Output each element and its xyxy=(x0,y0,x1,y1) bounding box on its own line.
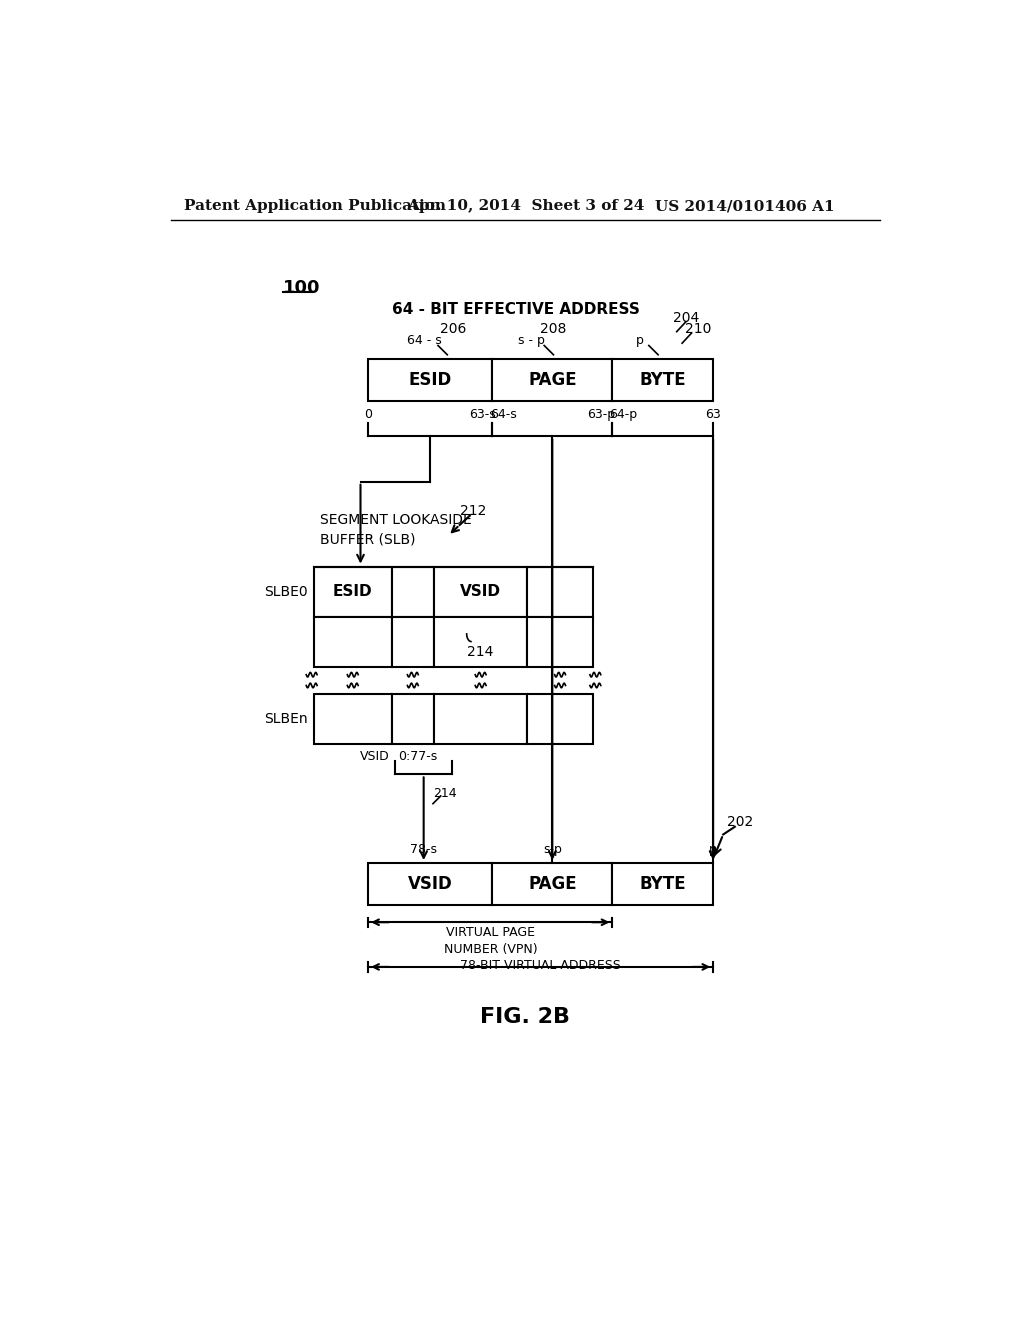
Bar xyxy=(493,863,612,906)
Text: 0:77-s: 0:77-s xyxy=(397,750,437,763)
Text: 64 - s: 64 - s xyxy=(408,334,442,347)
Bar xyxy=(369,359,493,401)
Text: SEGMENT LOOKASIDE
BUFFER (SLB): SEGMENT LOOKASIDE BUFFER (SLB) xyxy=(321,512,472,546)
Bar xyxy=(612,863,713,906)
Text: 64-p: 64-p xyxy=(609,408,637,421)
Text: 214: 214 xyxy=(433,787,457,800)
Bar xyxy=(391,616,434,667)
Text: 202: 202 xyxy=(727,816,754,829)
Bar xyxy=(527,693,593,743)
Text: VSID: VSID xyxy=(460,583,501,599)
Bar xyxy=(391,566,434,616)
Bar xyxy=(527,616,593,667)
Text: 63-s: 63-s xyxy=(470,408,497,421)
Text: VSID: VSID xyxy=(359,750,389,763)
Bar xyxy=(434,616,527,667)
Text: 214: 214 xyxy=(467,644,494,659)
Text: PAGE: PAGE xyxy=(528,371,577,389)
Text: 206: 206 xyxy=(440,322,467,337)
Text: 204: 204 xyxy=(673,310,699,325)
Text: VIRTUAL PAGE
NUMBER (VPN): VIRTUAL PAGE NUMBER (VPN) xyxy=(443,927,538,956)
Text: Patent Application Publication: Patent Application Publication xyxy=(183,199,445,213)
Text: SLBE0: SLBE0 xyxy=(264,585,308,598)
Text: 0: 0 xyxy=(365,408,373,421)
Bar xyxy=(369,863,493,906)
Bar xyxy=(612,359,713,401)
Text: 208: 208 xyxy=(540,322,566,337)
Text: s-p: s-p xyxy=(543,842,562,855)
Bar xyxy=(314,566,391,616)
Text: Apr. 10, 2014  Sheet 3 of 24: Apr. 10, 2014 Sheet 3 of 24 xyxy=(407,199,644,213)
Text: 78-s: 78-s xyxy=(411,842,437,855)
Bar xyxy=(434,566,527,616)
Text: VSID: VSID xyxy=(408,875,453,894)
Bar xyxy=(527,566,593,616)
Text: ESID: ESID xyxy=(333,583,373,599)
Text: 210: 210 xyxy=(685,322,712,337)
Text: 100: 100 xyxy=(283,279,321,297)
Text: 63: 63 xyxy=(706,408,721,421)
Bar xyxy=(434,693,527,743)
Text: p: p xyxy=(710,842,717,855)
Text: BYTE: BYTE xyxy=(639,875,686,894)
Text: 212: 212 xyxy=(460,504,486,517)
Text: PAGE: PAGE xyxy=(528,875,577,894)
Text: US 2014/0101406 A1: US 2014/0101406 A1 xyxy=(655,199,835,213)
Text: FIG. 2B: FIG. 2B xyxy=(480,1007,569,1027)
Text: 64-s: 64-s xyxy=(489,408,516,421)
Text: BYTE: BYTE xyxy=(639,371,686,389)
Bar xyxy=(314,693,391,743)
Bar xyxy=(391,693,434,743)
Text: SLBEn: SLBEn xyxy=(264,711,308,726)
Text: s - p: s - p xyxy=(517,334,545,347)
Text: ESID: ESID xyxy=(409,371,452,389)
Bar xyxy=(493,359,612,401)
Text: 78-BIT VIRTUAL ADDRESS: 78-BIT VIRTUAL ADDRESS xyxy=(461,958,622,972)
Text: 63-p: 63-p xyxy=(588,408,615,421)
Bar xyxy=(314,616,391,667)
Text: 64 - BIT EFFECTIVE ADDRESS: 64 - BIT EFFECTIVE ADDRESS xyxy=(391,302,639,317)
Text: p: p xyxy=(636,334,643,347)
